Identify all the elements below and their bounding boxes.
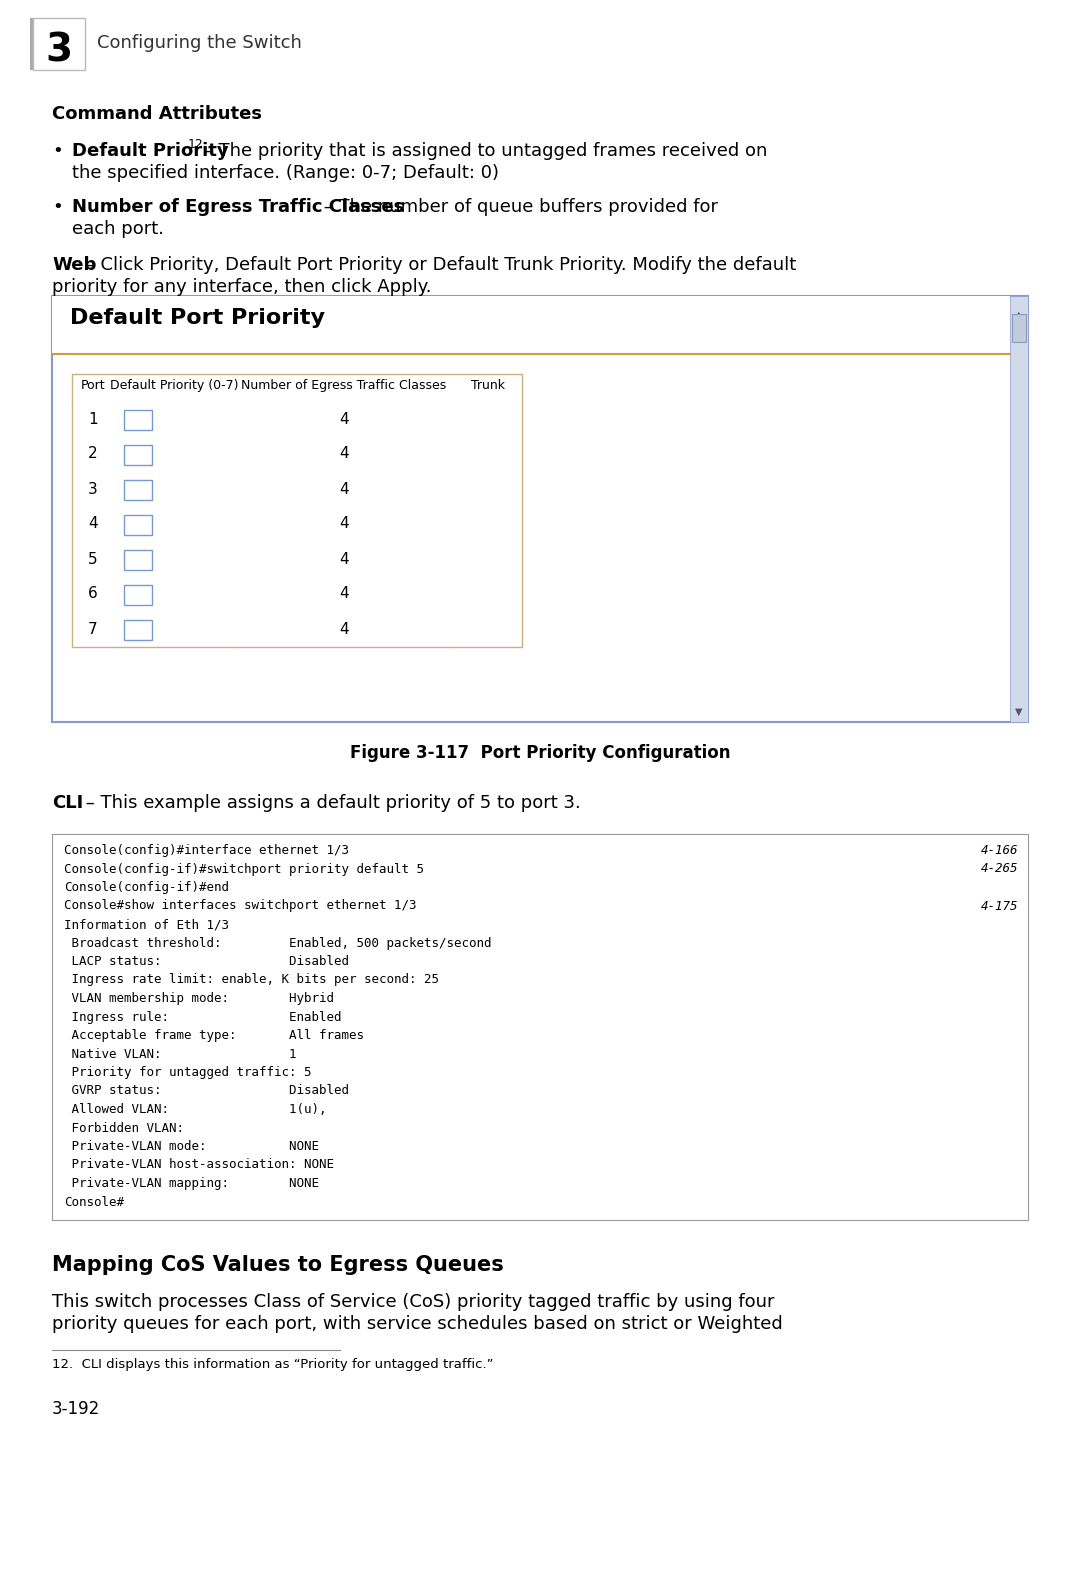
Text: 0: 0 (134, 446, 143, 460)
Text: Console(config)#interface ethernet 1/3: Console(config)#interface ethernet 1/3 (64, 845, 349, 857)
Text: CLI: CLI (52, 794, 83, 812)
Text: Console#show interfaces switchport ethernet 1/3: Console#show interfaces switchport ether… (64, 900, 417, 912)
Text: Native VLAN:                 1: Native VLAN: 1 (64, 1047, 297, 1060)
Text: 4: 4 (339, 551, 349, 567)
Text: 0: 0 (134, 482, 143, 496)
Text: ▼: ▼ (1015, 706, 1023, 717)
Text: priority queues for each port, with service schedules based on strict or Weighte: priority queues for each port, with serv… (52, 1316, 783, 1333)
Text: Mapping CoS Values to Egress Queues: Mapping CoS Values to Egress Queues (52, 1254, 503, 1275)
Text: This switch processes Class of Service (CoS) priority tagged traffic by using fo: This switch processes Class of Service (… (52, 1294, 774, 1311)
Text: Console(config-if)#switchport priority default 5: Console(config-if)#switchport priority d… (64, 862, 424, 876)
Text: Default Port Priority: Default Port Priority (70, 308, 325, 328)
Text: •: • (52, 198, 63, 217)
Text: priority for any interface, then click Apply.: priority for any interface, then click A… (52, 278, 432, 297)
Text: 7: 7 (89, 622, 98, 636)
Text: 0: 0 (134, 587, 143, 600)
Text: 6: 6 (89, 587, 98, 601)
Text: Ingress rule:                Enabled: Ingress rule: Enabled (64, 1011, 341, 1024)
Bar (1010, 297, 1028, 722)
Text: Information of Eth 1/3: Information of Eth 1/3 (64, 918, 229, 931)
Text: Default Priority (0-7): Default Priority (0-7) (110, 378, 239, 392)
Bar (30, 17, 33, 71)
Text: •: • (52, 141, 63, 160)
Text: Number of Egress Traffic Classes: Number of Egress Traffic Classes (72, 198, 404, 217)
Bar (124, 444, 152, 465)
Text: Console#: Console# (64, 1195, 124, 1209)
Bar (124, 620, 152, 639)
Text: 4-166: 4-166 (981, 845, 1018, 857)
Text: Default Priority: Default Priority (72, 141, 229, 160)
Text: 4: 4 (89, 517, 98, 532)
Text: 2: 2 (89, 446, 98, 462)
Text: Figure 3-117  Port Priority Configuration: Figure 3-117 Port Priority Configuration (350, 744, 730, 761)
Text: Port: Port (81, 378, 106, 392)
Text: Number of Egress Traffic Classes: Number of Egress Traffic Classes (241, 378, 447, 392)
Text: Web: Web (52, 256, 96, 275)
Text: – The number of queue buffers provided for: – The number of queue buffers provided f… (318, 198, 718, 217)
Text: Private-VLAN mapping:        NONE: Private-VLAN mapping: NONE (64, 1178, 319, 1190)
Text: 4-265: 4-265 (981, 862, 1018, 876)
Text: Private-VLAN mode:           NONE: Private-VLAN mode: NONE (64, 1140, 319, 1152)
Bar (52, 297, 1028, 722)
Text: Priority for untagged traffic: 5: Priority for untagged traffic: 5 (64, 1066, 311, 1079)
Text: 3: 3 (45, 31, 72, 69)
Text: LACP status:                 Disabled: LACP status: Disabled (64, 955, 349, 969)
Text: 1: 1 (89, 411, 98, 427)
Text: 3: 3 (89, 482, 98, 496)
Bar (33, 17, 85, 71)
Text: 4: 4 (339, 517, 349, 532)
Text: 0: 0 (134, 411, 143, 425)
Text: 4: 4 (339, 482, 349, 496)
Text: VLAN membership mode:        Hybrid: VLAN membership mode: Hybrid (64, 992, 334, 1005)
Text: 4: 4 (339, 446, 349, 462)
Text: 12: 12 (188, 138, 204, 151)
Text: 0: 0 (134, 622, 143, 636)
Text: Ingress rate limit: enable, K bits per second: 25: Ingress rate limit: enable, K bits per s… (64, 973, 438, 986)
Bar (124, 550, 152, 570)
Text: Private-VLAN host-association: NONE: Private-VLAN host-association: NONE (64, 1159, 334, 1171)
Text: Acceptable frame type:       All frames: Acceptable frame type: All frames (64, 1028, 364, 1042)
Text: – The priority that is assigned to untagged frames received on: – The priority that is assigned to untag… (198, 141, 768, 160)
Bar (1012, 314, 1026, 342)
Text: Console(config-if)#end: Console(config-if)#end (64, 881, 229, 893)
Text: Broadcast threshold:         Enabled, 500 packets/second: Broadcast threshold: Enabled, 500 packet… (64, 936, 491, 950)
Text: – This example assigns a default priority of 5 to port 3.: – This example assigns a default priorit… (80, 794, 581, 812)
Bar (124, 410, 152, 430)
Bar (124, 479, 152, 499)
Text: 4-175: 4-175 (981, 900, 1018, 912)
Text: Allowed VLAN:                1(u),: Allowed VLAN: 1(u), (64, 1104, 326, 1116)
Bar (124, 584, 152, 604)
Text: 4: 4 (339, 411, 349, 427)
Bar (52, 834, 1028, 1220)
Bar (52, 297, 1010, 353)
Bar (72, 374, 522, 647)
Text: Trunk: Trunk (471, 378, 505, 392)
Text: 4: 4 (339, 622, 349, 636)
Text: 5: 5 (89, 551, 98, 567)
Text: – Click Priority, Default Port Priority or Default Trunk Priority. Modify the de: – Click Priority, Default Port Priority … (80, 256, 796, 275)
Text: Configuring the Switch: Configuring the Switch (97, 35, 302, 52)
Text: GVRP status:                 Disabled: GVRP status: Disabled (64, 1085, 349, 1097)
Text: 4: 4 (339, 587, 349, 601)
Text: ▲: ▲ (1015, 309, 1023, 320)
Text: Command Attributes: Command Attributes (52, 105, 262, 122)
Text: Forbidden VLAN:: Forbidden VLAN: (64, 1121, 184, 1135)
Text: 12.  CLI displays this information as “Priority for untagged traffic.”: 12. CLI displays this information as “Pr… (52, 1358, 494, 1371)
Text: each port.: each port. (72, 220, 164, 239)
Text: 0: 0 (134, 517, 143, 531)
Text: 3-192: 3-192 (52, 1400, 100, 1418)
Bar (124, 515, 152, 534)
Text: the specified interface. (Range: 0-7; Default: 0): the specified interface. (Range: 0-7; De… (72, 163, 499, 182)
Text: 0: 0 (134, 551, 143, 565)
